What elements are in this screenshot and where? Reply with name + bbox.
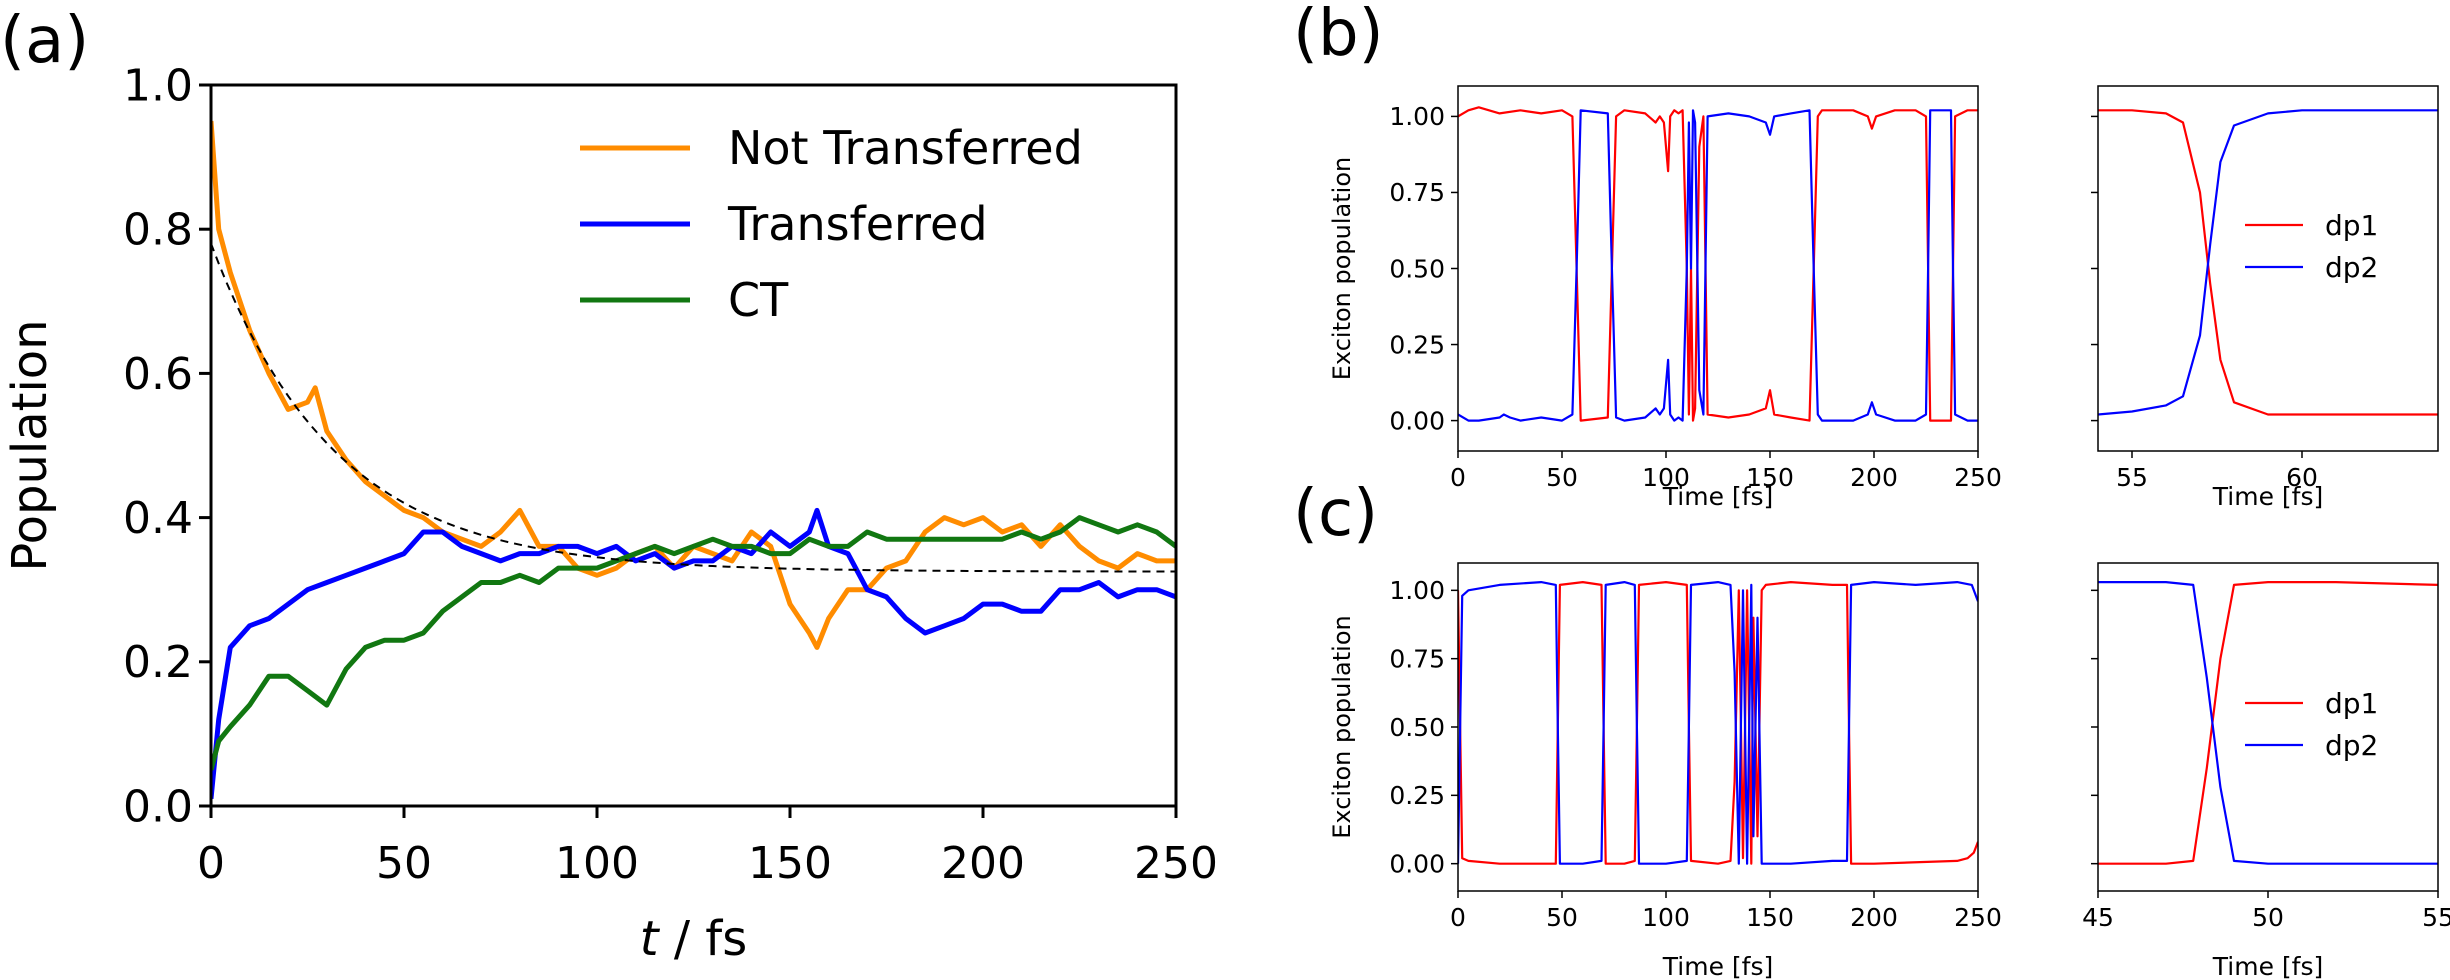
legend-entry: dp2 xyxy=(2325,251,2378,284)
axes-frame xyxy=(2097,85,2439,452)
x-axis-label: Time [fs] xyxy=(2212,482,2323,511)
series-line-not-transferred xyxy=(211,120,1176,650)
y-tick-label: 1.0 xyxy=(123,60,193,111)
x-tick-label: 150 xyxy=(748,838,832,889)
x-axis-label-unit: / fs xyxy=(659,911,748,967)
panel-label-a: (a) xyxy=(0,4,89,78)
series-line-dp2 xyxy=(2098,109,2438,416)
x-tick-label: 0 xyxy=(197,838,225,889)
series-line-dp1 xyxy=(2098,580,2438,865)
axes-frame xyxy=(209,83,1178,808)
plot-area xyxy=(211,120,1176,800)
series-line-ct xyxy=(211,515,1176,771)
legend-entry: dp1 xyxy=(2325,209,2378,242)
axes-frame xyxy=(1457,85,1979,452)
series-line-dp2 xyxy=(2098,580,2438,865)
y-tick-label: 0.50 xyxy=(1389,713,1445,742)
y-tick-label: 0.8 xyxy=(123,205,193,256)
y-tick-label: 0.75 xyxy=(1389,178,1445,207)
legend-entry: dp2 xyxy=(2325,729,2378,762)
x-tick-label: 100 xyxy=(1642,903,1690,932)
x-tick-label: 100 xyxy=(1642,463,1690,492)
y-tick-label: 0.50 xyxy=(1389,254,1445,283)
y-axis-label: Population xyxy=(2,319,58,571)
series-line-dp2 xyxy=(1458,580,1978,865)
series-line-transferred xyxy=(211,507,1176,800)
series-line-dp1 xyxy=(1458,106,1978,422)
x-tick-label: 45 xyxy=(2082,903,2114,932)
legend: Not Transferred Transferred CT xyxy=(580,121,1083,327)
series-line-dp2 xyxy=(1458,109,1978,422)
x-tick-label: 150 xyxy=(1746,463,1794,492)
fit-line xyxy=(211,243,1176,573)
y-tick-label: 0.0 xyxy=(123,781,193,832)
y-tick-label: 0.6 xyxy=(123,349,193,400)
axes-frame xyxy=(1457,562,1979,892)
y-axis-label: Exciton population xyxy=(1328,615,1356,838)
x-tick-label: 50 xyxy=(376,838,432,889)
x-tick-label: 0 xyxy=(1450,463,1466,492)
chart-c-left: 0 50 100 150 200 250 0.00 0.25 0.50 0.75 1.00 Time … xyxy=(1328,562,2002,980)
x-tick-label: 50 xyxy=(1546,903,1578,932)
panel-label-c: (c) xyxy=(1293,477,1378,551)
y-tick-label: 1.00 xyxy=(1389,576,1445,605)
x-axis-label: Time [fs] xyxy=(1662,952,1773,980)
chart-a: 0 50 100 150 200 250 0.0 0.2 0.4 0.6 0.8 1.0 t / fs P… xyxy=(2,60,1218,967)
legend-entry: Transferred xyxy=(727,197,988,251)
x-tick-label: 100 xyxy=(555,838,639,889)
y-tick-label: 0.2 xyxy=(123,637,193,688)
plot-area xyxy=(1458,106,1978,422)
plot-area xyxy=(2098,109,2438,416)
x-tick-label: 50 xyxy=(1546,463,1578,492)
x-axis-label-var: t xyxy=(640,911,661,967)
legend-entry: Not Transferred xyxy=(728,121,1083,175)
legend-entry: dp1 xyxy=(2325,687,2378,720)
y-tick-label: 0.00 xyxy=(1389,406,1445,435)
x-tick-label: 200 xyxy=(941,838,1025,889)
chart-b-left: 0 50 100 150 200 250 0.00 0.25 0.50 0.75 1.00 Time … xyxy=(1328,85,2002,511)
y-tick-label: 0.25 xyxy=(1389,330,1445,359)
x-tick-label: 250 xyxy=(1954,463,2002,492)
x-tick-label: 250 xyxy=(1134,838,1218,889)
panel-label-b: (b) xyxy=(1293,0,1384,71)
y-tick-label: 0.25 xyxy=(1389,781,1445,810)
x-tick-label: 0 xyxy=(1450,903,1466,932)
x-tick-label: 200 xyxy=(1850,903,1898,932)
x-tick-label: 250 xyxy=(1954,903,2002,932)
series-line-dp1 xyxy=(1458,580,1978,865)
legend-entry: CT xyxy=(728,273,789,327)
y-tick-label: 0.75 xyxy=(1389,644,1445,673)
plot-area xyxy=(2098,580,2438,865)
y-tick-label: 1.00 xyxy=(1389,102,1445,131)
series-line-dp1 xyxy=(2098,109,2438,416)
x-tick-label: 55 xyxy=(2116,463,2148,492)
x-tick-label: 50 xyxy=(2252,903,2284,932)
y-axis-label: Exciton population xyxy=(1328,157,1356,380)
x-tick-label: 60 xyxy=(2286,463,2318,492)
x-axis-label: Time [fs] xyxy=(1662,482,1773,511)
y-tick-label: 0.4 xyxy=(123,493,193,544)
x-tick-label: 200 xyxy=(1850,463,1898,492)
y-tick-label: 0.00 xyxy=(1389,849,1445,878)
axes-frame xyxy=(2097,562,2439,892)
x-tick-label: 150 xyxy=(1746,903,1794,932)
x-axis-label: t / fs xyxy=(640,911,747,967)
plot-area xyxy=(1458,580,1978,865)
x-axis-label: Time [fs] xyxy=(2212,952,2323,980)
x-tick-label: 55 xyxy=(2422,903,2450,932)
